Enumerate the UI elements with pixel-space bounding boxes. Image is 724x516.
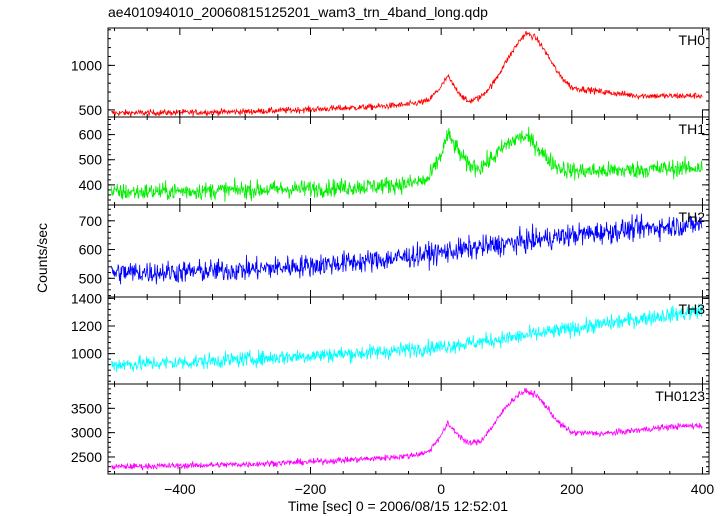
panel-label: TH0 xyxy=(679,32,706,48)
y-tick-label: 3000 xyxy=(71,425,102,441)
y-tick-label: 1000 xyxy=(71,57,102,73)
panel-frame xyxy=(107,204,710,298)
y-tick-label: 700 xyxy=(79,213,103,229)
x-tick-label: 0 xyxy=(437,481,445,497)
y-tick-label: 1000 xyxy=(71,346,102,362)
x-tick-label: −200 xyxy=(295,481,327,497)
y-tick-label: 600 xyxy=(79,242,103,258)
x-tick-label: 400 xyxy=(691,481,715,497)
y-tick-label: 500 xyxy=(79,270,103,286)
panel-th3: 1000 1200 1400 TH3 xyxy=(71,290,710,385)
y-tick-label: 2500 xyxy=(71,449,102,465)
panel-label: TH2 xyxy=(679,209,706,225)
panel-frame xyxy=(107,296,710,385)
y-tick-label: 1200 xyxy=(71,318,102,334)
y-tick-label: 1400 xyxy=(71,290,102,306)
series-line-th0 xyxy=(110,31,703,117)
y-tick-label: 500 xyxy=(79,102,103,118)
panel-th0: 500 1000 TH0 xyxy=(71,27,710,118)
series-line-th0123 xyxy=(111,388,703,471)
panel-label: TH3 xyxy=(679,301,706,317)
y-tick-label: 3500 xyxy=(71,400,102,416)
panel-label: TH1 xyxy=(679,121,706,137)
series-line-th3 xyxy=(110,303,703,372)
x-tick-label: −400 xyxy=(164,481,196,497)
y-axis-title: Counts/sec xyxy=(34,223,50,293)
y-tick-label: 500 xyxy=(79,152,103,168)
chart-title: ae401094010_20060815125201_wam3_trn_4ban… xyxy=(108,4,488,20)
chart-panels: 500 1000 TH0 400 500 600 TH1 500 600 700 TH2 1000 12… xyxy=(71,27,715,497)
series-line-th1 xyxy=(110,126,703,202)
y-tick-label: 400 xyxy=(79,177,103,193)
panel-th2: 500 600 700 TH2 xyxy=(79,204,710,298)
x-tick-label: 200 xyxy=(560,481,584,497)
panel-th1: 400 500 600 TH1 xyxy=(79,116,710,206)
series-line-th2 xyxy=(110,213,703,285)
y-tick-label: 600 xyxy=(79,127,103,143)
panel-th0123: 2500 3000 3500 TH0123 xyxy=(71,383,710,475)
panel-label: TH0123 xyxy=(655,388,705,404)
x-axis-title: Time [sec] 0 = 2006/08/15 12:52:01 xyxy=(288,498,508,514)
